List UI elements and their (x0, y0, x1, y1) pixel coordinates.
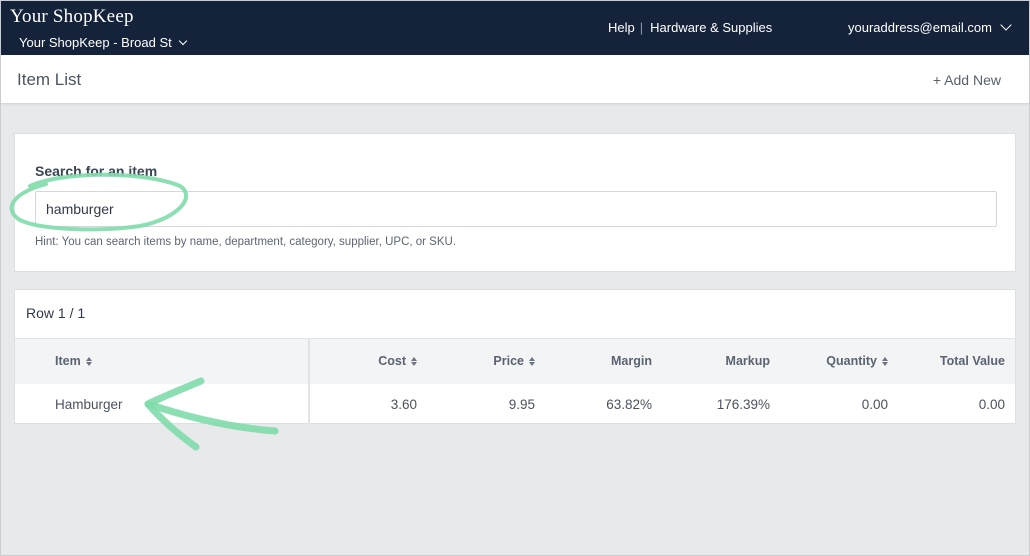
column-header-quantity[interactable]: Quantity (826, 354, 888, 368)
column-header-label: Cost (378, 354, 406, 368)
help-link[interactable]: Help (608, 20, 635, 35)
page-title: Item List (17, 70, 82, 89)
nav-links: Help | Hardware & Supplies (608, 20, 772, 35)
table-header: Item Cost Price Margin Markup Quantity T… (15, 338, 1015, 384)
column-header-cost[interactable]: Cost (378, 354, 417, 368)
row-count: Row 1 / 1 (26, 305, 86, 321)
column-header-label: Price (493, 354, 524, 368)
location-label: Your ShopKeep - Broad St (19, 35, 172, 50)
search-card: Search for an item Hint: You can search … (14, 133, 1016, 272)
cell-item[interactable]: Hamburger (55, 397, 123, 412)
account-email: youraddress@email.com (848, 20, 992, 35)
column-header-label: Total Value (939, 354, 1005, 368)
column-header-label: Markup (725, 354, 770, 368)
table-row[interactable]: Hamburger 3.60 9.95 63.82% 176.39% 0.00 … (15, 384, 1015, 424)
account-menu[interactable]: youraddress@email.com (848, 19, 1012, 35)
search-hint: Hint: You can search items by name, depa… (35, 236, 457, 248)
column-header-price[interactable]: Price (493, 354, 535, 368)
column-header-item[interactable]: Item (55, 354, 92, 368)
cell-price: 9.95 (508, 397, 535, 412)
location-selector[interactable]: Your ShopKeep - Broad St (19, 35, 187, 50)
hardware-supplies-link[interactable]: Hardware & Supplies (650, 20, 773, 35)
search-label: Search for an item (35, 163, 158, 179)
brand-logo[interactable]: Your ShopKeep (10, 6, 134, 27)
column-header-label: Margin (611, 354, 652, 368)
column-header-margin: Margin (611, 354, 652, 368)
column-header-markup: Markup (726, 354, 770, 368)
cell-quantity: 0.00 (861, 397, 888, 412)
sort-icon (85, 356, 92, 366)
column-header-label: Item (55, 354, 81, 368)
nav-separator: | (639, 20, 644, 35)
search-input[interactable] (35, 191, 997, 227)
chevron-down-icon (1000, 19, 1012, 31)
sort-icon (411, 356, 417, 366)
cell-markup: 176.39% (716, 397, 770, 412)
column-divider (308, 338, 310, 424)
cell-margin: 63.82% (606, 397, 652, 412)
results-card: Row 1 / 1 Item Cost Price Margin Markup … (14, 289, 1016, 424)
page-header: Item List + Add New (0, 55, 1030, 104)
chevron-down-icon (178, 36, 187, 45)
top-nav: Your ShopKeep Your ShopKeep - Broad St H… (0, 0, 1030, 55)
sort-icon (529, 356, 535, 366)
cell-cost: 3.60 (390, 397, 417, 412)
column-header-label: Quantity (826, 354, 877, 368)
sort-icon (882, 356, 888, 366)
add-new-button[interactable]: + Add New (932, 72, 1001, 88)
column-header-total-value: Total Value (940, 354, 1005, 368)
cell-total-value: 0.00 (978, 397, 1005, 412)
